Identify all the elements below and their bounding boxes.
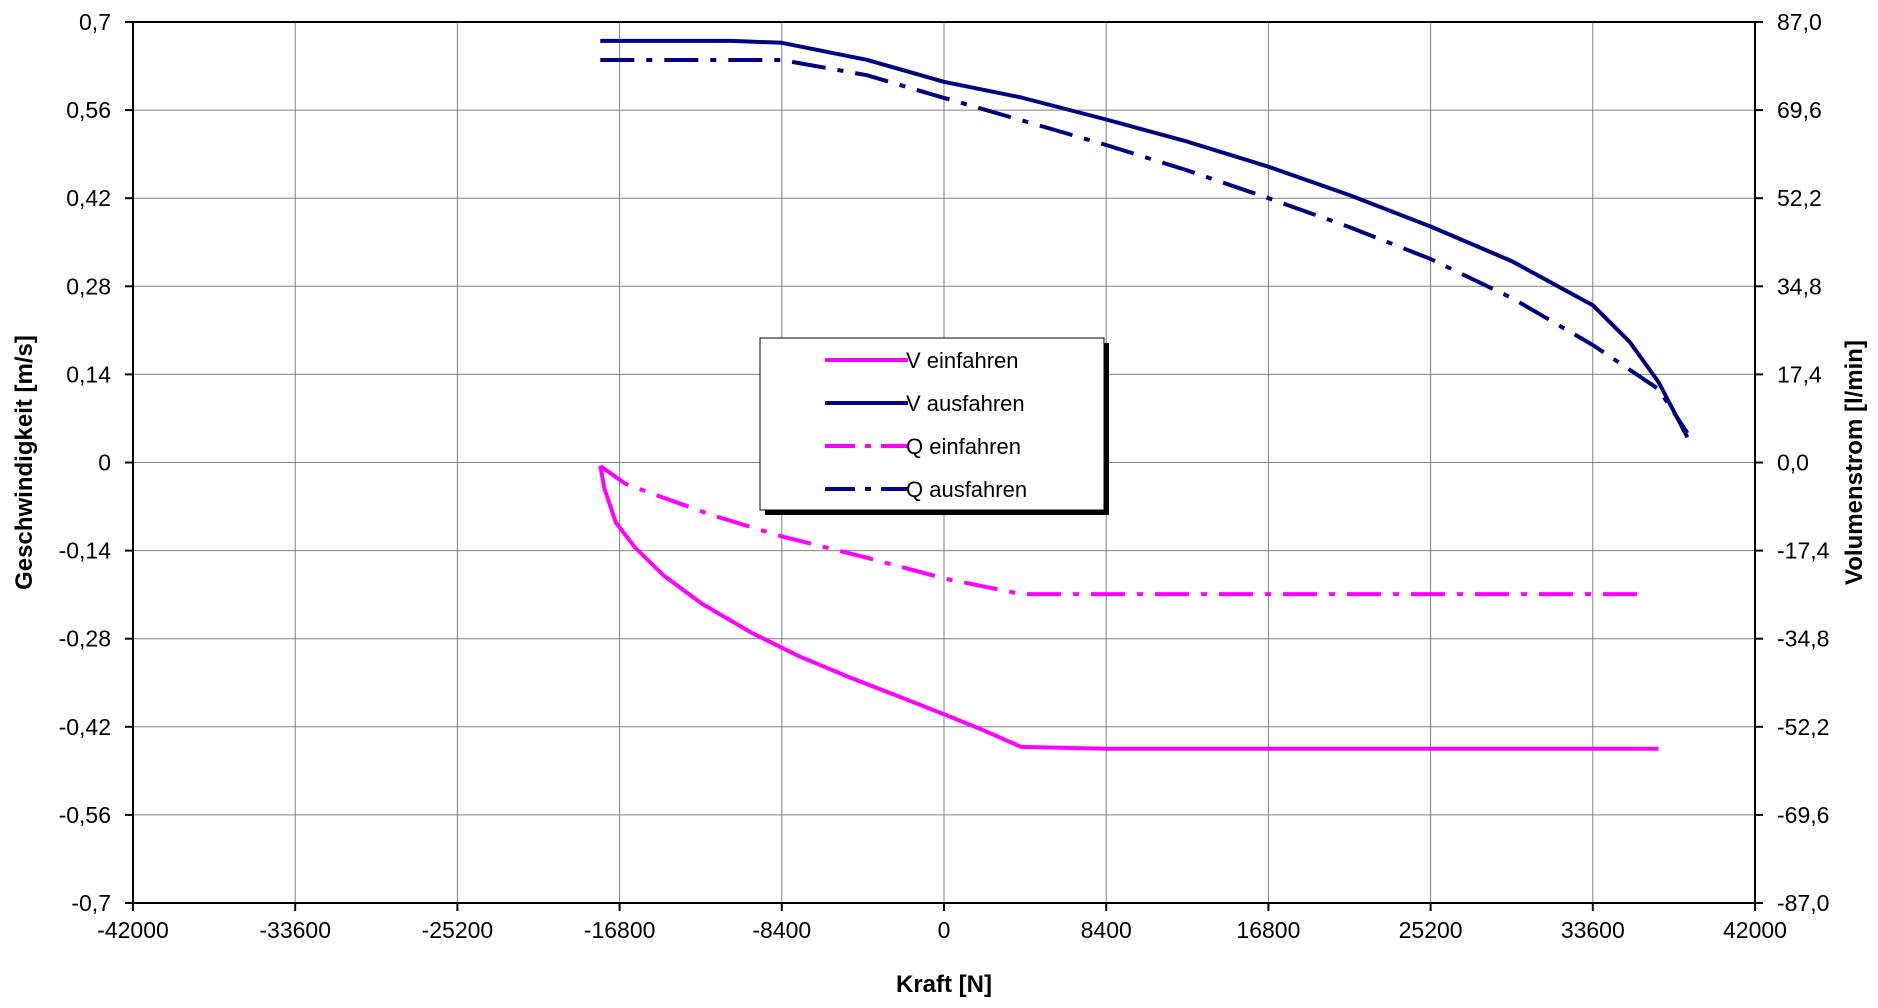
y2-tick-label: -87,0 [1777, 890, 1829, 916]
y-tick-label: 0 [98, 450, 111, 476]
y2-tick-label: -34,8 [1777, 626, 1829, 652]
y-tick-label: -0,7 [71, 890, 111, 916]
y2-tick-label: -17,4 [1777, 538, 1830, 564]
y2-tick-label: 17,4 [1777, 361, 1822, 387]
y2-tick-label: 34,8 [1777, 273, 1822, 299]
x-axis: -42000 -33600 -25200 -16800 -8400 0 8400 16800 2… [97, 903, 1787, 943]
y-tick-label: 0,14 [66, 361, 111, 387]
legend-label: Q einfahren [906, 434, 1021, 459]
legend-box [759, 337, 1105, 511]
y-tick-label: 0,56 [66, 97, 111, 123]
x-tick-label: 0 [938, 917, 951, 943]
y-tick-label: 0,7 [79, 9, 111, 35]
y2-tick-label: -52,2 [1777, 714, 1829, 740]
x-tick-label: -42000 [97, 917, 169, 943]
x-tick-label: -16800 [584, 917, 656, 943]
series-line-v-ausfahren [600, 38, 1690, 439]
x-tick-label: 42000 [1723, 917, 1787, 943]
y-axis-title-left: Geschwindigkeit [m/s] [11, 335, 38, 590]
y2-tick-label: 87,0 [1777, 9, 1822, 35]
y-axis-title-right: Volumenstrom [l/min] [1841, 340, 1868, 585]
y2-tick-label: 0,0 [1777, 450, 1809, 476]
y2-tick-label: 52,2 [1777, 185, 1822, 211]
x-tick-label: 16800 [1236, 917, 1300, 943]
y-tick-label: -0,14 [59, 538, 112, 564]
x-tick-label: -8400 [752, 917, 811, 943]
x-tick-label: 8400 [1081, 917, 1132, 943]
series-layer [598, 38, 1690, 751]
legend-label: V ausfahren [906, 391, 1025, 416]
y-axis-left: 0,7 0,56 0,42 0,28 0,14 0 -0,14 -0,28 -0,42 -0,56… [59, 9, 133, 916]
legend-label: Q ausfahren [906, 477, 1027, 502]
x-tick-label: 33600 [1561, 917, 1625, 943]
y2-tick-label: 69,6 [1777, 97, 1822, 123]
x-tick-label: 25200 [1399, 917, 1463, 943]
series-line-v-einfahren [598, 465, 1659, 751]
y-tick-label: -0,56 [59, 802, 111, 828]
y-axis-right: 87,0 69,6 52,2 34,8 17,4 0,0 -17,4 -34,8 -52,2 -6… [1755, 9, 1830, 916]
series-line-q-ausfahren [600, 58, 1690, 435]
legend-label: V einfahren [906, 348, 1019, 373]
x-tick-label: -33600 [259, 917, 331, 943]
y-tick-label: 0,28 [66, 273, 111, 299]
x-tick-label: -25200 [422, 917, 494, 943]
y-tick-label: -0,28 [59, 626, 111, 652]
y-tick-label: 0,42 [66, 185, 111, 211]
legend: V einfahren V ausfahren Q einfahren Q ausfa… [759, 337, 1109, 515]
x-axis-title: Kraft [N] [896, 971, 992, 998]
y-tick-label: -0,42 [59, 714, 111, 740]
y2-tick-label: -69,6 [1777, 802, 1829, 828]
series-line-q-einfahren [599, 464, 1643, 597]
